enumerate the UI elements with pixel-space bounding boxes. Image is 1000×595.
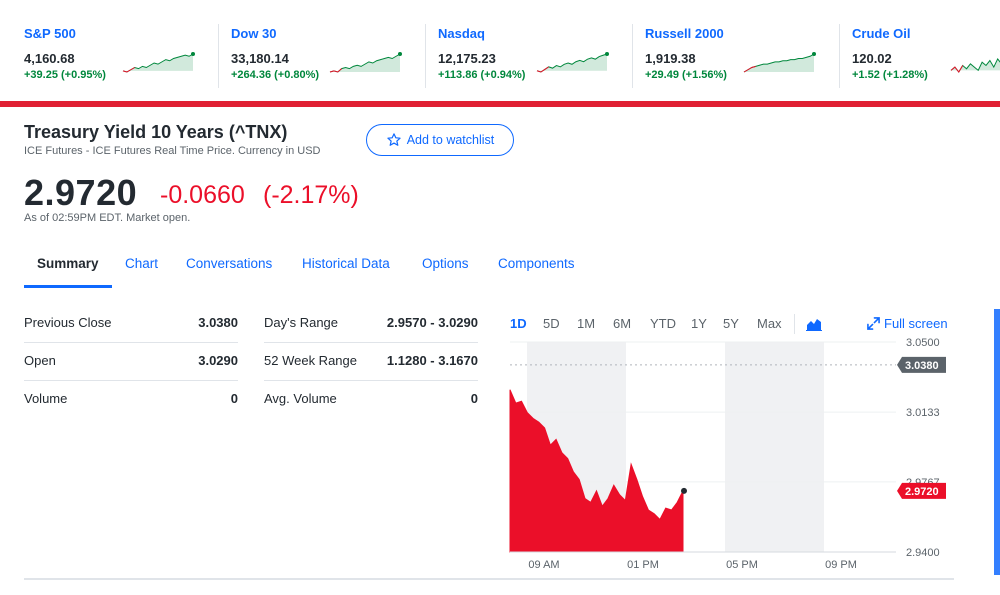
tab-conversations[interactable]: Conversations [186, 256, 273, 271]
ticker-divider [839, 24, 840, 88]
x-tick-label: 05 PM [726, 559, 758, 571]
stat-label: 52 Week Range [264, 353, 357, 368]
stat-value: 2.9570 - 3.0290 [386, 315, 478, 330]
ticker-price: 4,160.68 [24, 51, 75, 66]
stat-row-open: Open 3.0290 [24, 343, 238, 381]
range-max-button[interactable]: Max [757, 316, 782, 331]
brand-red-band [0, 101, 1000, 107]
ticker-sparkline [122, 52, 195, 73]
range-1m-button[interactable]: 1M [577, 316, 596, 331]
y-tick-label: 3.0133 [906, 407, 940, 419]
range-6m-button[interactable]: 6M [613, 316, 632, 331]
range-ytd-button[interactable]: YTD [650, 316, 676, 331]
section-divider [24, 578, 954, 580]
range-1y-button[interactable]: 1Y [691, 316, 707, 331]
scroll-edge [994, 309, 1000, 575]
quote-source-subtitle: ICE Futures - ICE Futures Real Time Pric… [24, 145, 321, 157]
quote-timestamp: As of 02:59PM EDT. Market open. [24, 212, 191, 224]
stat-value: 1.1280 - 3.1670 [386, 353, 478, 368]
ticker-divider [425, 24, 426, 88]
market-ticker-strip: S&P 500 4,160.68 +39.25 (+0.95%) Dow 30 33,1… [0, 0, 1000, 100]
add-to-watchlist-label: Add to watchlist [406, 133, 495, 147]
quote-tabs: Summary Chart Conversations Historical D… [24, 248, 1000, 290]
ticker-crude-oil[interactable]: Crude Oil 120.02 +1.52 (+1.28%) [852, 26, 1000, 86]
stat-label: Previous Close [24, 315, 112, 330]
current-price: 2.9720 [24, 172, 138, 213]
x-tick-label: 09 AM [528, 559, 559, 571]
ticker-nasdaq[interactable]: Nasdaq 12,175.23 +113.86 (+0.94%) [438, 26, 628, 86]
range-divider [794, 314, 795, 334]
ticker-price: 12,175.23 [438, 51, 496, 66]
ticker-price: 120.02 [852, 51, 892, 66]
add-to-watchlist-button[interactable]: Add to watchlist [366, 124, 514, 156]
ticker-dow-30[interactable]: Dow 30 33,180.14 +264.36 (+0.80%) [231, 26, 421, 86]
stat-value: 3.0380 [198, 315, 238, 330]
stat-row-days-range: Day's Range 2.9570 - 3.0290 [264, 305, 478, 343]
stat-row-52-week-range: 52 Week Range 1.1280 - 3.1670 [264, 343, 478, 381]
tab-options[interactable]: Options [422, 256, 469, 271]
tab-components[interactable]: Components [498, 256, 575, 271]
page-title: Treasury Yield 10 Years (^TNX) [24, 122, 288, 142]
ticker-change: +39.25 (+0.95%) [24, 69, 106, 81]
current-value-badge [897, 482, 946, 499]
ticker-name[interactable]: Dow 30 [231, 26, 277, 41]
range-1d-button[interactable]: 1D [510, 316, 527, 331]
ticker-change: +113.86 (+0.94%) [438, 69, 526, 81]
ticker-russell-2000[interactable]: Russell 2000 1,919.38 +29.49 (+1.56%) [645, 26, 835, 86]
price-change: -0.0660 [160, 181, 245, 209]
stat-value: 3.0290 [198, 353, 238, 368]
x-tick-label: 09 PM [825, 559, 857, 571]
x-tick-label: 01 PM [627, 559, 659, 571]
ticker-sparkline [743, 52, 816, 73]
y-tick-label: 3.0500 [906, 337, 940, 349]
previous-close-badge-label: 3.0380 [905, 360, 939, 372]
current-value-badge-label: 2.9720 [905, 486, 939, 498]
ticker-divider [632, 24, 633, 88]
tab-summary[interactable]: Summary [37, 256, 99, 271]
stat-row-previous-close: Previous Close 3.0380 [24, 305, 238, 343]
stat-label: Avg. Volume [264, 391, 337, 406]
stats-table-right: Day's Range 2.9570 - 3.0290 52 Week Rang… [264, 305, 478, 425]
range-5d-button[interactable]: 5D [543, 316, 560, 331]
yield-area-series [509, 389, 684, 553]
ticker-divider [218, 24, 219, 88]
ticker-name[interactable]: Nasdaq [438, 26, 485, 41]
star-icon [387, 133, 401, 146]
expand-icon [867, 317, 880, 330]
ticker-name[interactable]: Crude Oil [852, 26, 911, 41]
full-screen-button[interactable]: Full screen [867, 316, 948, 331]
previous-close-badge [897, 356, 946, 373]
ticker-name[interactable]: Russell 2000 [645, 26, 724, 41]
ticker-price: 33,180.14 [231, 51, 289, 66]
stat-row-avg-volume: Avg. Volume 0 [264, 381, 478, 419]
last-price-dot [681, 487, 687, 494]
stat-label: Volume [24, 391, 68, 406]
ticker-name[interactable]: S&P 500 [24, 26, 76, 41]
price-change-percent: (-2.17%) [263, 181, 359, 209]
session-shade-2 [725, 342, 824, 552]
full-screen-label: Full screen [884, 316, 948, 331]
stat-label: Open [24, 353, 56, 368]
ticker-change: +29.49 (+1.56%) [645, 69, 727, 81]
stats-table-left: Previous Close 3.0380 Open 3.0290 Volume… [24, 305, 238, 425]
range-5y-button[interactable]: 5Y [723, 316, 739, 331]
ticker-sparkline [950, 57, 1000, 73]
ticker-change: +1.52 (+1.28%) [852, 69, 928, 81]
ticker-sparkline [329, 52, 402, 73]
tab-chart[interactable]: Chart [125, 256, 159, 271]
ticker-s-p-500[interactable]: S&P 500 4,160.68 +39.25 (+0.95%) [24, 26, 214, 86]
stat-row-volume: Volume 0 [24, 381, 238, 419]
area-chart-icon[interactable] [806, 317, 822, 331]
stat-value: 0 [230, 391, 238, 406]
ticker-sparkline [536, 52, 609, 73]
ticker-change: +264.36 (+0.80%) [231, 69, 320, 81]
ticker-price: 1,919.38 [645, 51, 696, 66]
stat-label: Day's Range [264, 315, 339, 330]
stat-value: 0 [470, 391, 478, 406]
y-tick-label: 2.9400 [906, 547, 940, 559]
tab-historical-data[interactable]: Historical Data [302, 256, 390, 271]
active-tab-indicator [24, 285, 112, 288]
